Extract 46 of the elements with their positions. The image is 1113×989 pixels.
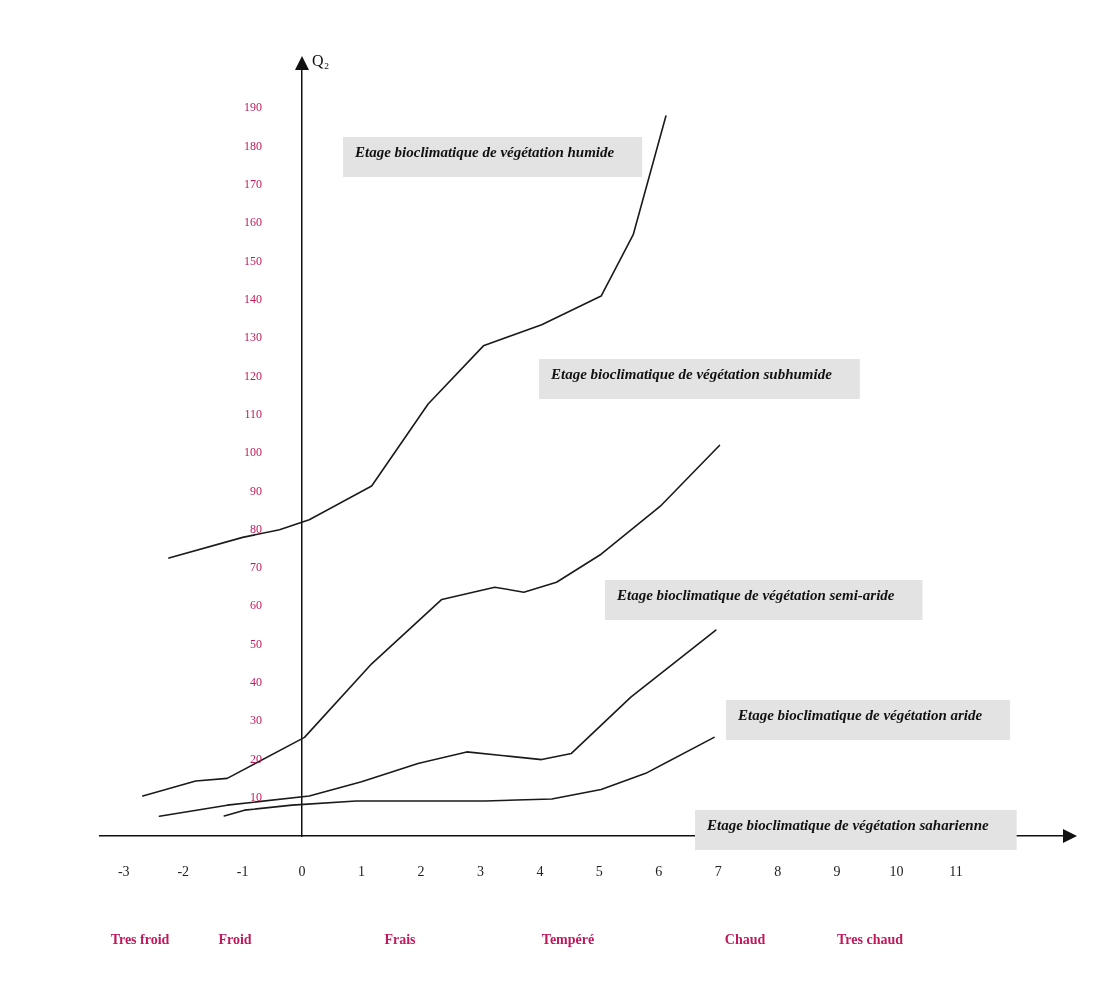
y-tick-label: 120 xyxy=(244,368,263,383)
x-tick-label: -3 xyxy=(117,864,130,880)
x-tick-label: 11 xyxy=(949,864,963,880)
x-tick-label: 8 xyxy=(774,864,782,880)
text: Tempéré xyxy=(541,931,595,947)
annotation: Etage bioclimatique de végétation humide xyxy=(354,143,615,160)
y-tick-label: 160 xyxy=(244,215,263,230)
x-tick-label: 10 xyxy=(889,864,904,880)
y-tick-label: 190 xyxy=(244,100,263,115)
y-tick-label: 40 xyxy=(250,675,263,690)
x-tick-label: 1 xyxy=(358,864,366,880)
y-tick-label: 20 xyxy=(250,751,263,766)
x-tick-label: 7 xyxy=(714,864,722,880)
y-tick-label: 10 xyxy=(250,790,263,805)
y-tick-label: 130 xyxy=(244,330,263,345)
text: Chaud xyxy=(724,931,766,947)
text: Tres chaud xyxy=(837,931,904,947)
y-tick-label: 30 xyxy=(250,713,263,728)
y-tick-label: 60 xyxy=(250,598,263,613)
text: Froid xyxy=(218,931,252,947)
x-tick-label: 9 xyxy=(833,864,841,880)
y-tick-label: 180 xyxy=(244,138,263,153)
y-tick-label: 70 xyxy=(250,560,263,575)
text: Frais xyxy=(384,931,417,947)
x-tick-label: 5 xyxy=(595,864,603,880)
y-tick-label: 110 xyxy=(244,406,263,421)
x-tick-label: 3 xyxy=(476,864,484,880)
y-tick-label: 150 xyxy=(244,253,263,268)
y-axis-title: Q₂ xyxy=(312,52,330,70)
y-tick-label: 170 xyxy=(244,177,263,192)
text: Tres froid xyxy=(110,931,170,947)
annotation: Etage bioclimatique de végétation semi-aride xyxy=(616,586,895,603)
x-tick-label: 6 xyxy=(655,864,663,880)
x-tick-label: -2 xyxy=(177,864,190,880)
y-tick-label: 100 xyxy=(244,445,263,460)
x-tick-label: -1 xyxy=(236,864,249,880)
x-tick-label: 2 xyxy=(417,864,425,880)
x-tick-label: 4 xyxy=(536,864,544,880)
x-tick-label: 0 xyxy=(298,864,306,880)
y-tick-label: 50 xyxy=(250,636,263,651)
y-tick-label: 140 xyxy=(244,292,263,307)
annotation: Etage bioclimatique de végétation saharienne xyxy=(706,816,989,833)
y-tick-label: 90 xyxy=(250,483,263,498)
y-tick-label: 80 xyxy=(250,521,263,536)
annotation: Etage bioclimatique de végétation aride xyxy=(737,706,983,723)
annotation: Etage bioclimatique de végétation subhumide xyxy=(550,365,833,382)
